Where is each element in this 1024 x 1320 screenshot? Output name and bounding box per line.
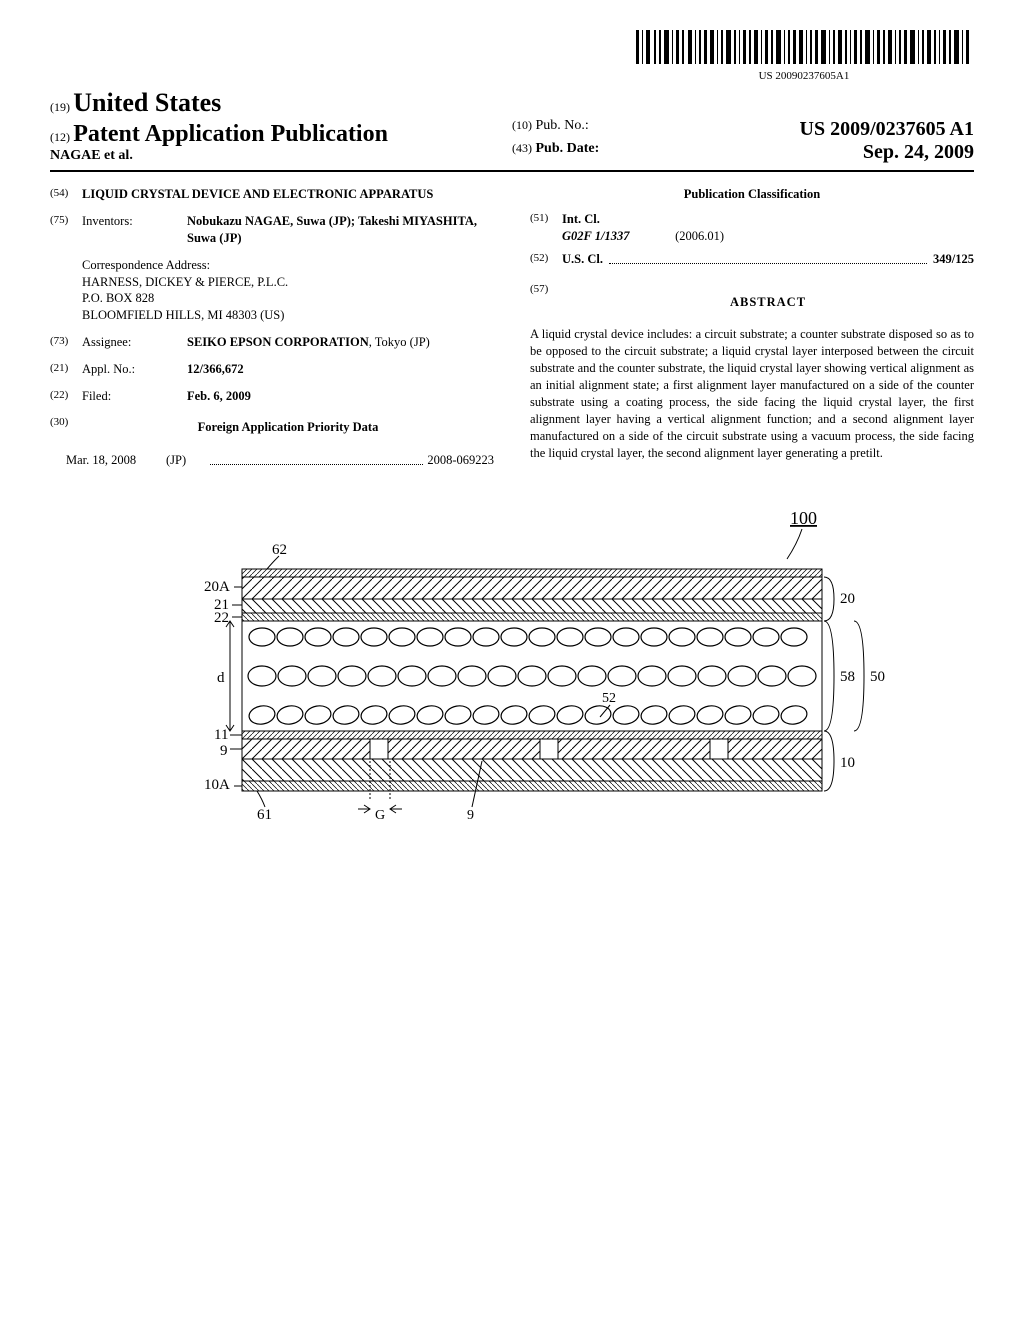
svg-text:20A: 20A — [204, 579, 230, 595]
svg-text:d: d — [217, 670, 225, 686]
barcode: US 20090237605A1 — [634, 30, 974, 82]
svg-text:9: 9 — [467, 808, 474, 823]
svg-text:61: 61 — [257, 807, 272, 823]
assignee-name: SEIKO EPSON CORPORATION — [187, 335, 369, 349]
foreign-header: Foreign Application Priority Data — [82, 419, 494, 436]
priority-country: (JP) — [166, 452, 206, 469]
fig-right-labels: 20 58 50 10 — [824, 577, 885, 791]
intcl-class: G02F 1/1337 — [562, 228, 672, 245]
svg-text:22: 22 — [214, 610, 229, 626]
barcode-svg — [634, 30, 974, 64]
classification-header: Publication Classification — [530, 186, 974, 203]
fig-ref-100: 100 — [790, 508, 817, 528]
right-column: Publication Classification (51) Int. Cl.… — [530, 186, 974, 469]
barcode-number: US 20090237605A1 — [634, 70, 974, 82]
inventors: Nobukazu NAGAE, Suwa (JP); Takeshi MIYAS… — [187, 213, 494, 247]
correspondence-address: Correspondence Address: HARNESS, DICKEY … — [82, 257, 494, 325]
assignee: SEIKO EPSON CORPORATION, Tokyo (JP) — [187, 334, 494, 351]
left-column: (54) LIQUID CRYSTAL DEVICE AND ELECTRONI… — [50, 186, 494, 469]
filed-label: Filed: — [82, 388, 187, 405]
filed-code: (22) — [50, 388, 82, 405]
pub-type-code: (12) — [50, 130, 70, 144]
uscl-label: U.S. Cl. — [562, 252, 603, 266]
priority-num: 2008-069223 — [427, 452, 494, 469]
country-name: United States — [73, 88, 221, 117]
corr-line3: BLOOMFIELD HILLS, MI 48303 (US) — [82, 307, 494, 324]
intcl-year: (2006.01) — [675, 229, 724, 243]
svg-text:9: 9 — [220, 743, 228, 759]
inventors-label: Inventors: — [82, 213, 187, 247]
body-columns: (54) LIQUID CRYSTAL DEVICE AND ELECTRONI… — [50, 186, 974, 469]
uscl-code: (52) — [530, 251, 562, 268]
pub-date-label: Pub. Date: — [536, 141, 600, 156]
barcode-region: US 20090237605A1 — [50, 30, 974, 83]
authors-line: NAGAE et al. — [50, 148, 512, 164]
svg-text:20: 20 — [840, 591, 855, 607]
pub-date: Sep. 24, 2009 — [863, 141, 974, 164]
applno-label: Appl. No.: — [82, 361, 187, 378]
intcl-code: (51) — [530, 211, 562, 245]
priority-dots — [210, 448, 423, 465]
corr-label: Correspondence Address: — [82, 257, 494, 274]
corr-line2: P.O. BOX 828 — [82, 290, 494, 307]
abstract-code: (57) — [530, 282, 562, 317]
svg-text:10: 10 — [840, 755, 855, 771]
corr-line1: HARNESS, DICKEY & PIERCE, P.L.C. — [82, 274, 494, 291]
inventors-value: Nobukazu NAGAE, Suwa (JP); Takeshi MIYAS… — [187, 214, 477, 245]
svg-text:11: 11 — [214, 727, 228, 743]
country-code: (19) — [50, 100, 70, 114]
abstract-text: A liquid crystal device includes: a circ… — [530, 326, 974, 461]
figure-area: 100 62 — [50, 499, 974, 903]
svg-text:62: 62 — [272, 542, 287, 558]
filed-date: Feb. 6, 2009 — [187, 389, 251, 403]
priority-date: Mar. 18, 2008 — [66, 452, 166, 469]
document-header: (19) United States (12) Patent Applicati… — [50, 88, 974, 172]
svg-text:10A: 10A — [204, 777, 230, 793]
title-code: (54) — [50, 186, 82, 203]
assignee-loc: , Tokyo (JP) — [369, 335, 430, 349]
pub-no-label: Pub. No.: — [536, 118, 589, 133]
abstract-header: ABSTRACT — [562, 294, 974, 311]
inventors-code: (75) — [50, 213, 82, 247]
uscl-dots — [609, 247, 927, 264]
svg-text:58: 58 — [840, 669, 855, 685]
uscl-val: 349/125 — [933, 251, 974, 268]
pub-no-code: (10) — [512, 118, 532, 132]
foreign-code: (30) — [50, 415, 82, 442]
svg-text:52: 52 — [602, 691, 616, 706]
pub-type: Patent Application Publication — [73, 121, 388, 147]
applno-code: (21) — [50, 361, 82, 378]
applno: 12/366,672 — [187, 362, 244, 376]
assignee-code: (73) — [50, 334, 82, 351]
svg-text:50: 50 — [870, 669, 885, 685]
inventors-text: Nobukazu NAGAE, Suwa (JP); Takeshi MIYAS… — [187, 214, 477, 245]
title: LIQUID CRYSTAL DEVICE AND ELECTRONIC APP… — [82, 186, 494, 203]
priority-row: Mar. 18, 2008 (JP) 2008-069223 — [66, 452, 494, 469]
assignee-label: Assignee: — [82, 334, 187, 351]
intcl-label: Int. Cl. — [562, 212, 600, 226]
pub-date-code: (43) — [512, 141, 532, 155]
svg-text:G: G — [375, 808, 385, 823]
figure-svg: 100 62 — [122, 499, 902, 899]
pub-no: US 2009/0237605 A1 — [800, 118, 974, 141]
